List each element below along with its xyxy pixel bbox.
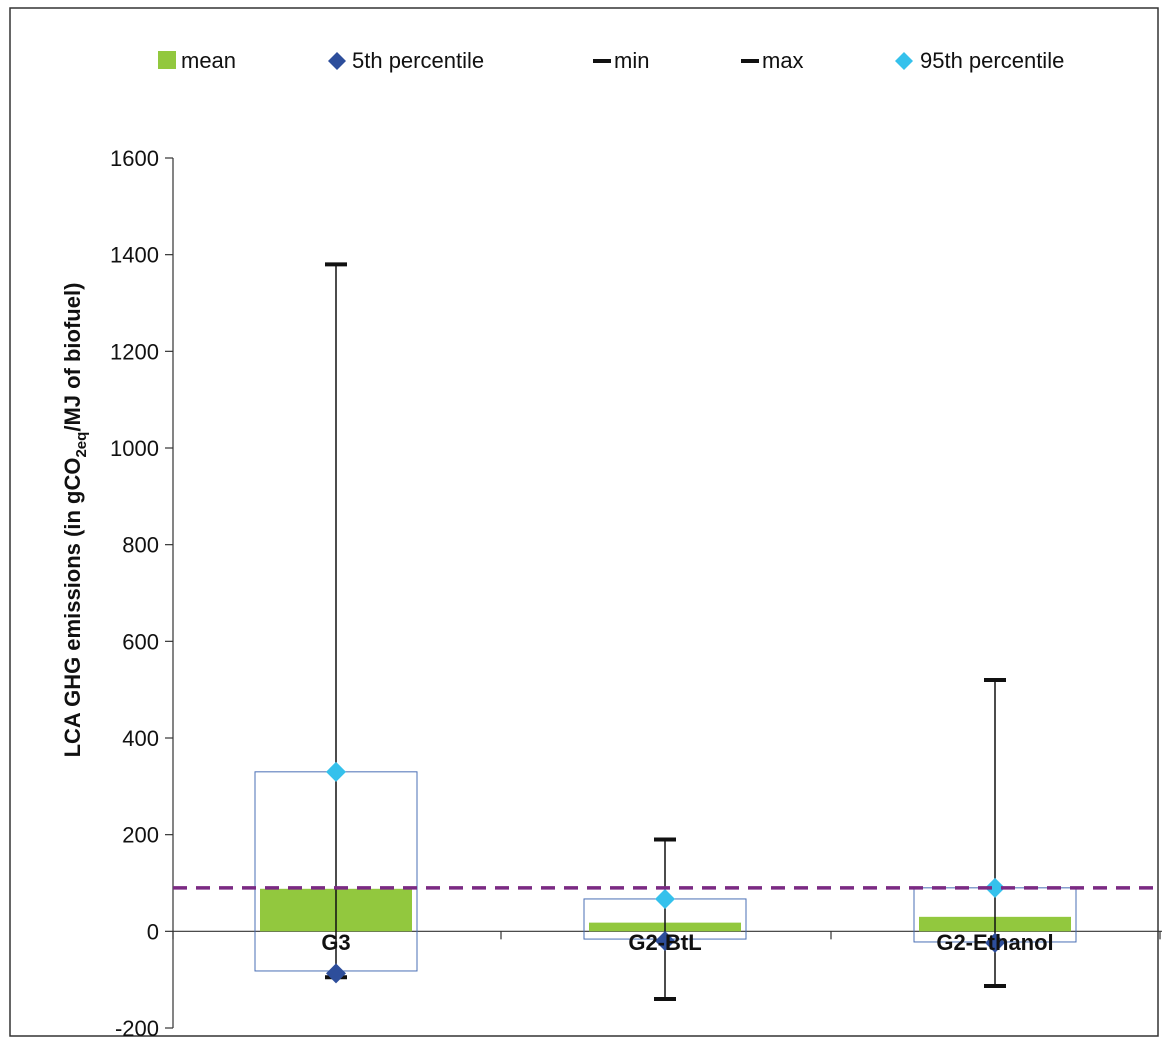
y-tick-label: 800 [122, 533, 159, 558]
y-tick-label: 1400 [110, 243, 159, 268]
legend-p5-diamond-icon [328, 52, 346, 70]
legend-item-mean: mean [158, 48, 236, 73]
p5-marker [985, 932, 1005, 953]
y-tick-label: 600 [122, 629, 159, 654]
y-tick-label: -200 [115, 1016, 159, 1041]
y-axis-label-subscript: 2eq [73, 432, 90, 458]
y-tick-label: 1200 [110, 339, 159, 364]
legend: mean 5th percentile min max 95th percent… [158, 48, 1064, 73]
y-tick-label: 0 [147, 919, 159, 944]
legend-p95-diamond-icon [895, 52, 913, 70]
y-tick-label: 1000 [110, 436, 159, 461]
legend-item-max: max [741, 48, 804, 73]
legend-mean-square-icon [158, 51, 176, 69]
legend-max-dash-icon [741, 59, 759, 63]
legend-min-dash-icon [593, 59, 611, 63]
legend-label-min: min [614, 48, 649, 73]
legend-item-p95: 95th percentile [895, 48, 1064, 73]
legend-item-min: min [593, 48, 649, 73]
legend-label-p5: 5th percentile [352, 48, 484, 73]
plot-area: -200 0 200 400 600 800 1000 1200 1400 1600 G3 G2-Bt… [110, 146, 1162, 1041]
legend-label-max: max [762, 48, 804, 73]
category-label: G2-BtL [628, 930, 701, 955]
p95-marker [326, 761, 346, 782]
y-axis-label: LCA GHG emissions (in gCO2eq/MJ of biofu… [60, 283, 90, 758]
category-label: G2-Ethanol [936, 930, 1053, 955]
y-tick-label: 1600 [110, 146, 159, 171]
y-axis-label-suffix: /MJ of biofuel) [60, 283, 85, 432]
legend-item-p5: 5th percentile [328, 48, 484, 73]
p95-marker [655, 888, 675, 909]
legend-label-mean: mean [181, 48, 236, 73]
category-label: G3 [321, 930, 350, 955]
p5-marker [655, 931, 675, 951]
y-tick-label: 200 [122, 823, 159, 848]
chart-frame [9, 7, 1159, 1037]
p95-marker [985, 877, 1005, 898]
y-axis-label-prefix: LCA GHG emissions (in gCO [60, 458, 85, 758]
legend-label-p95: 95th percentile [920, 48, 1064, 73]
p5-marker [326, 963, 346, 984]
y-tick-label: 400 [122, 726, 159, 751]
